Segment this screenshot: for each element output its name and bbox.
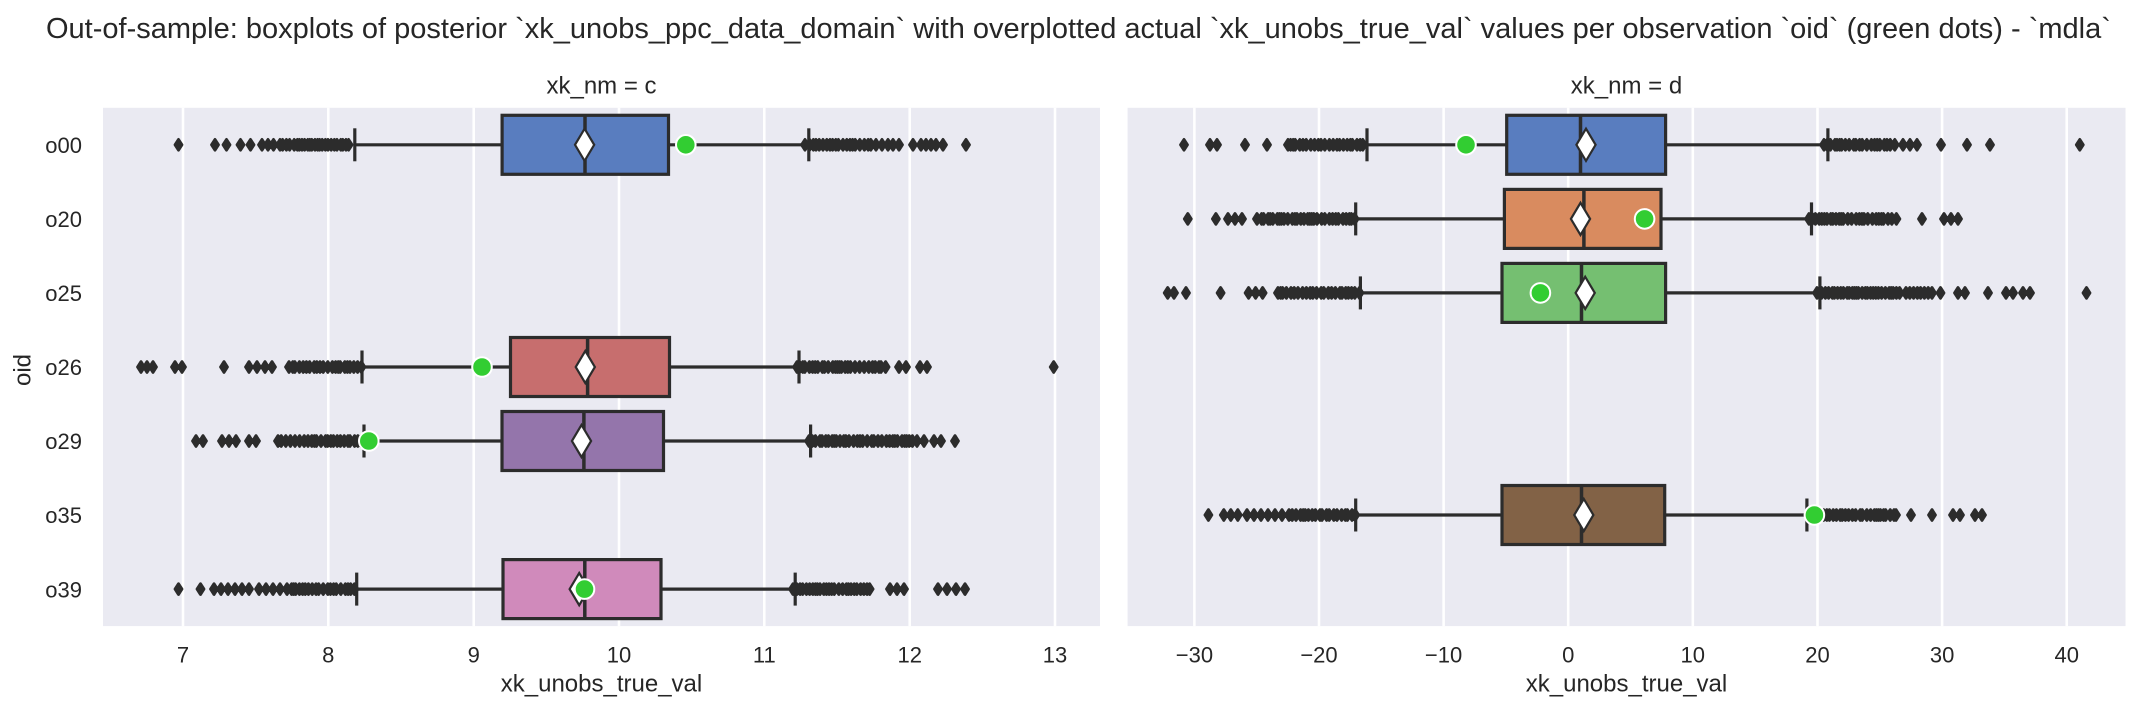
- svg-text:11: 11: [753, 642, 776, 667]
- svg-text:20: 20: [1805, 642, 1829, 667]
- svg-text:8: 8: [322, 642, 334, 667]
- svg-text:xk_nm = d: xk_nm = d: [1571, 73, 1682, 100]
- svg-text:30: 30: [1930, 642, 1954, 667]
- svg-text:13: 13: [1043, 642, 1067, 667]
- svg-text:xk_nm = c: xk_nm = c: [546, 73, 656, 100]
- svg-text:7: 7: [177, 642, 189, 667]
- svg-text:12: 12: [897, 642, 921, 667]
- svg-text:0: 0: [1562, 642, 1574, 667]
- svg-text:9: 9: [468, 642, 480, 667]
- svg-text:o25: o25: [45, 281, 82, 306]
- svg-text:−10: −10: [1425, 642, 1462, 667]
- svg-text:40: 40: [2054, 642, 2078, 667]
- svg-text:xk_unobs_true_val: xk_unobs_true_val: [1526, 671, 1727, 698]
- svg-text:xk_unobs_true_val: xk_unobs_true_val: [501, 671, 702, 698]
- svg-text:Out-of-sample: boxplots of pos: Out-of-sample: boxplots of posterior `xk…: [46, 13, 2111, 45]
- svg-text:o00: o00: [45, 133, 82, 158]
- svg-text:oid: oid: [10, 354, 37, 386]
- svg-text:o29: o29: [45, 429, 82, 454]
- svg-text:o20: o20: [45, 207, 82, 232]
- svg-text:o35: o35: [45, 503, 82, 528]
- svg-text:o26: o26: [45, 355, 82, 380]
- svg-text:o39: o39: [45, 577, 82, 602]
- svg-text:−20: −20: [1300, 642, 1337, 667]
- svg-text:10: 10: [607, 642, 631, 667]
- svg-text:−30: −30: [1176, 642, 1213, 667]
- svg-text:10: 10: [1681, 642, 1705, 667]
